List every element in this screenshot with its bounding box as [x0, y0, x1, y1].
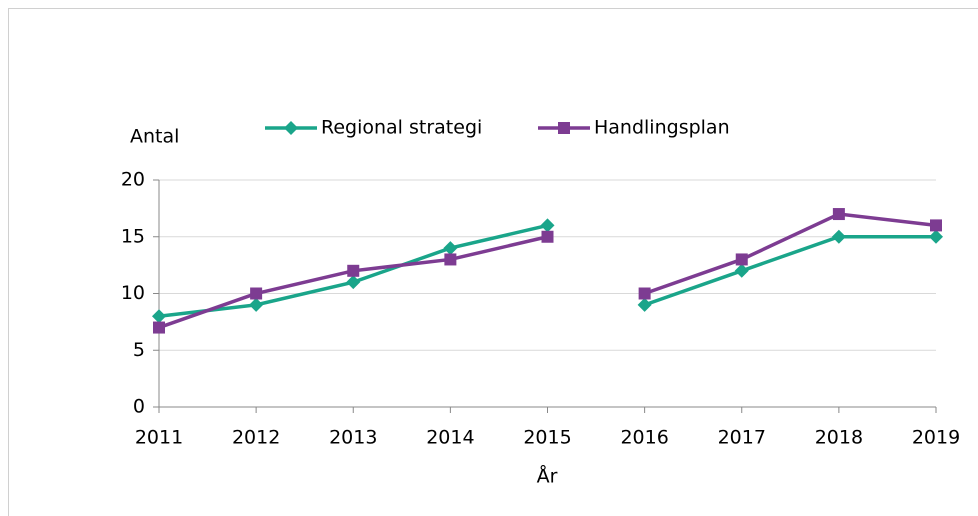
x-tick-label: 2013	[329, 427, 377, 449]
point	[443, 241, 458, 256]
legend-label: Regional strategi	[321, 117, 482, 139]
point	[444, 253, 457, 266]
legend-marker	[284, 121, 298, 135]
legend-label: Handlingsplan	[594, 117, 730, 139]
point	[250, 287, 263, 300]
point	[540, 218, 555, 233]
point	[541, 230, 554, 243]
x-tick-label: 2017	[718, 427, 766, 449]
x-tick-label: 2014	[426, 427, 474, 449]
x-tick-label: 2015	[523, 427, 571, 449]
x-tick-label: 2019	[912, 427, 960, 449]
point	[930, 219, 942, 232]
point	[152, 309, 166, 324]
y-tick-label: 0	[133, 396, 145, 418]
y-tick-label: 5	[133, 339, 145, 361]
x-tick-label: 2012	[232, 427, 280, 449]
x-tick-label: 2018	[815, 427, 863, 449]
x-tick-label: 2011	[135, 427, 183, 449]
point	[347, 264, 360, 277]
point	[735, 253, 748, 266]
point	[153, 321, 165, 334]
point	[832, 208, 845, 221]
legend-marker	[558, 122, 570, 134]
y-tick-label: 10	[121, 282, 145, 304]
y-axis-label: Antal	[130, 126, 179, 148]
point	[249, 297, 264, 312]
x-axis-label: År	[537, 465, 558, 488]
chart-border	[8, 8, 978, 516]
y-tick-label: 15	[121, 225, 145, 247]
y-tick-label: 20	[121, 169, 145, 191]
point	[637, 297, 652, 312]
x-tick-label: 2016	[620, 427, 668, 449]
point	[831, 229, 846, 244]
point	[734, 263, 749, 278]
point	[929, 229, 943, 244]
point	[638, 287, 651, 300]
point	[346, 275, 361, 290]
